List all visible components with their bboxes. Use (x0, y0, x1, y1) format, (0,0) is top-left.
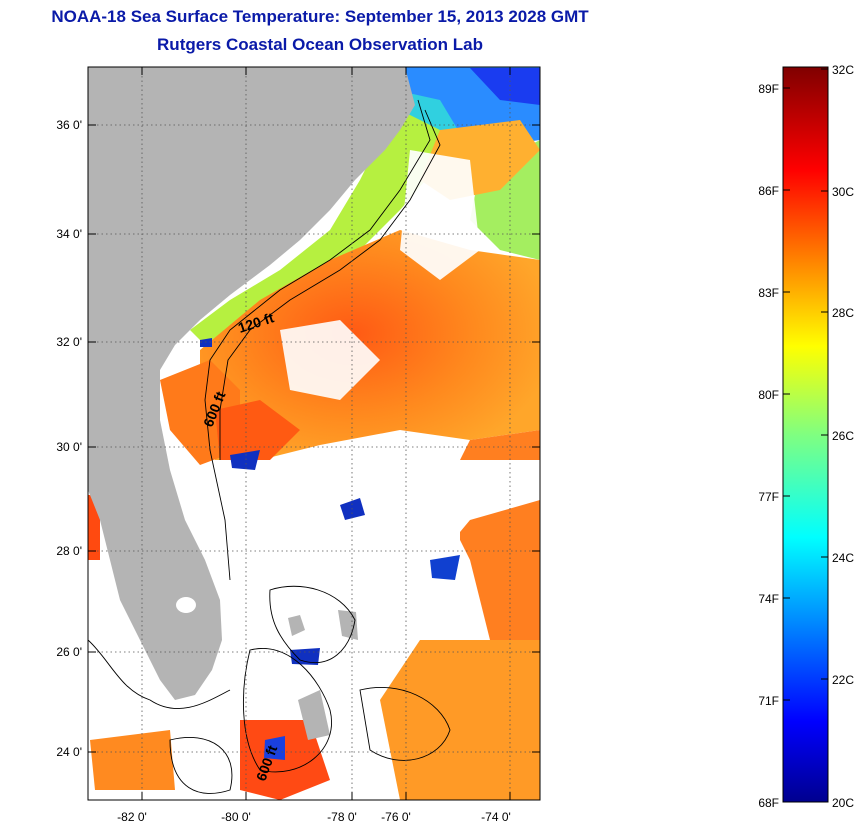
land-mass (88, 67, 415, 740)
colorbar-f-label: 74F (758, 592, 779, 606)
colorbar-c-label: 20C (832, 796, 854, 810)
lon-label: -78 0' (327, 810, 357, 824)
bathymetry-contours (88, 99, 451, 794)
colorbar-f-label: 68F (758, 796, 779, 810)
lat-label: 30 0' (56, 440, 82, 454)
lake-okeechobee (176, 597, 196, 613)
lat-label: 36 0' (56, 118, 82, 132)
latitude-labels: 36 0' 34 0' 32 0' 30 0' 28 0' 26 0' 24 0… (56, 118, 82, 759)
colorbar-f-label: 71F (758, 694, 779, 708)
colorbar-c-label: 24C (832, 551, 854, 565)
map-frame (87, 66, 541, 801)
lon-label: -80 0' (221, 810, 251, 824)
colorbar-f-label: 80F (758, 388, 779, 402)
lon-label: -74 0' (481, 810, 511, 824)
colorbar-gradient (782, 66, 829, 803)
sst-map-figure: 120 ft 600 ft 600 ft 36 0' 34 0' 3 (56, 63, 854, 824)
colorbar-f-label: 86F (758, 184, 779, 198)
temperature-colorbar: 89F 86F 83F 80F 77F 74F 71F 68F 32C 30C … (758, 63, 854, 810)
lat-label: 26 0' (56, 645, 82, 659)
colorbar-c-label: 22C (832, 673, 854, 687)
lat-lon-grid (88, 67, 540, 800)
colorbar-ticks (783, 68, 828, 701)
longitude-labels: -82 0' -80 0' -78 0' -76 0' -74 0' (117, 810, 511, 824)
colorbar-c-label: 30C (832, 185, 854, 199)
lon-label: -76 0' (381, 810, 411, 824)
lat-label: 32 0' (56, 335, 82, 349)
lat-label: 34 0' (56, 227, 82, 241)
map-title: NOAA-18 Sea Surface Temperature: Septemb… (51, 7, 589, 26)
lat-label: 28 0' (56, 544, 82, 558)
colorbar-c-label: 28C (832, 306, 854, 320)
colorbar-f-label: 89F (758, 82, 779, 96)
lat-label: 24 0' (56, 745, 82, 759)
colorbar-f-label: 83F (758, 286, 779, 300)
lon-label: -82 0' (117, 810, 147, 824)
map-subtitle: Rutgers Coastal Ocean Observation Lab (157, 35, 483, 54)
colorbar-c-label: 26C (832, 429, 854, 443)
axis-ticks (88, 67, 540, 800)
colorbar-c-label: 32C (832, 63, 854, 77)
colorbar-f-label: 77F (758, 490, 779, 504)
